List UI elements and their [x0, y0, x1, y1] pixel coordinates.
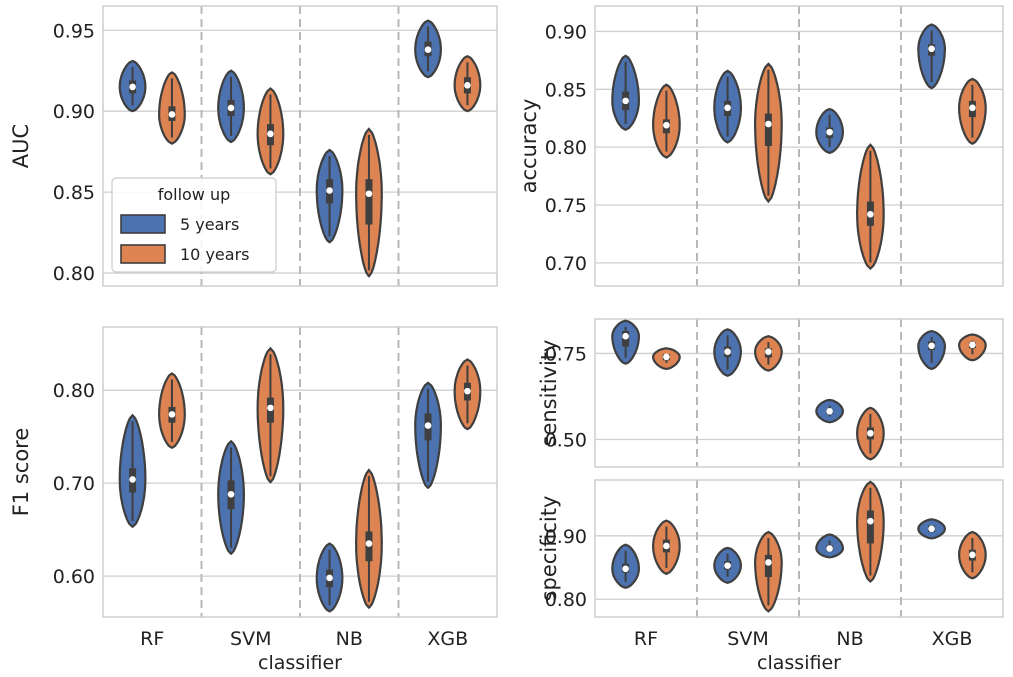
specificity-xtick-label: SVM [727, 628, 768, 650]
auc-ytick-label: 0.90 [53, 101, 95, 123]
legend-entry-five-years: 5 years [180, 215, 239, 234]
accuracy-panel: 0.70 0.75 0.80 0.85 0.90 accuracy [517, 5, 1004, 287]
f1-median-marker [227, 491, 235, 498]
auc-median-marker [464, 82, 471, 89]
specificity-ylabel: specificity [537, 496, 561, 602]
accuracy-ytick-label: 0.70 [545, 253, 587, 275]
specificity-ytick-label: 0.80 [545, 589, 587, 611]
auc-median-marker [168, 111, 176, 118]
auc-ytick-label: 0.95 [53, 20, 95, 42]
sensitivity-frame [594, 318, 1004, 468]
auc-median-marker [227, 104, 235, 112]
auc-frame [102, 5, 498, 287]
f1-median-marker [326, 574, 333, 582]
accuracy-median-marker [867, 210, 874, 218]
accuracy-median-marker [622, 97, 629, 105]
f1-ylabel: F1 score [9, 428, 33, 517]
f1-xtick-label: XGB [427, 628, 468, 650]
specificity-frame [594, 479, 1004, 618]
accuracy-median-marker [663, 121, 670, 129]
f1-median-marker [267, 404, 274, 412]
specificity-median-marker [928, 525, 935, 533]
specificity-xtick-label: RF [634, 628, 658, 650]
accuracy-median-marker [928, 45, 935, 53]
specificity-xlabel: classifier [757, 652, 841, 674]
f1-ytick-label: 0.80 [53, 380, 95, 402]
f1-xtick-label: RF [140, 628, 164, 650]
sensitivity-median-marker [663, 353, 670, 361]
accuracy-iqr-box [764, 113, 772, 146]
auc-ytick-label: 0.85 [53, 182, 95, 204]
sensitivity-median-marker [724, 348, 731, 355]
specificity-median-marker [663, 542, 670, 550]
specificity-median-marker [724, 562, 731, 569]
auc-iqr-box [365, 179, 373, 225]
auc-panel: 0.80 0.85 0.90 0.95 AUC [9, 5, 498, 287]
accuracy-median-marker [826, 128, 833, 136]
accuracy-median-marker [724, 104, 731, 112]
f1-xlabel: classifier [258, 652, 342, 674]
auc-median-marker [424, 46, 432, 53]
sensitivity-median-marker [969, 341, 976, 349]
auc-median-marker [129, 83, 136, 91]
accuracy-ytick-label: 0.85 [545, 79, 587, 101]
specificity-iqr-box [764, 554, 772, 578]
legend-entry-ten-years: 10 years [180, 245, 249, 264]
f1-median-marker [129, 476, 136, 483]
auc-ytick-label: 0.80 [53, 263, 95, 285]
f1-ytick-label: 0.60 [53, 566, 95, 588]
accuracy-ytick-label: 0.80 [545, 137, 587, 159]
f1-frame [102, 326, 498, 618]
accuracy-ytick-label: 0.75 [545, 195, 587, 217]
legend-title: follow up [158, 185, 231, 204]
specificity-median-marker [867, 517, 874, 525]
legend-swatch-five-years [120, 214, 166, 234]
legend-swatch-ten-years [120, 244, 166, 264]
specificity-median-marker [622, 565, 629, 573]
sensitivity-median-marker [622, 332, 629, 340]
specificity-median-marker [969, 551, 976, 559]
accuracy-ylabel: accuracy [517, 99, 541, 194]
sensitivity-median-marker [765, 348, 772, 355]
accuracy-ytick-label: 0.90 [545, 21, 587, 43]
sensitivity-median-marker [928, 342, 935, 350]
f1-ytick-label: 0.70 [53, 473, 95, 495]
specificity-xtick-label: XGB [932, 628, 973, 650]
accuracy-median-marker [969, 104, 976, 112]
specificity-median-marker [765, 559, 772, 566]
f1-median-marker [464, 387, 471, 395]
auc-ylabel: AUC [9, 124, 33, 168]
f1-median-marker [168, 411, 176, 418]
specificity-xtick-label: NB [836, 628, 863, 650]
f1-median-marker [365, 540, 373, 547]
specificity-ytick-label: 0.90 [545, 526, 587, 548]
f1-median-marker [424, 422, 432, 429]
auc-median-marker [267, 130, 274, 138]
specificity-median-marker [826, 545, 833, 552]
accuracy-frame [594, 5, 1004, 287]
sensitivity-ytick-label: 0.50 [545, 429, 587, 451]
auc-median-marker [326, 187, 333, 194]
sensitivity-median-marker [867, 429, 874, 437]
f1-xtick-label: NB [336, 628, 363, 650]
specificity-iqr-box [866, 510, 874, 544]
sensitivity-median-marker [826, 407, 833, 415]
f1-xtick-label: SVM [230, 628, 271, 650]
legend: follow up 5 years 10 years [111, 177, 277, 273]
sensitivity-ylabel: sensitivity [537, 340, 561, 447]
accuracy-median-marker [765, 120, 772, 128]
auc-median-marker [365, 190, 373, 198]
sensitivity-ytick-label: 0.75 [545, 343, 587, 365]
f1-panel: 0.60 0.70 0.80 F1 score RF SVM NB XGB classifier [9, 326, 498, 674]
